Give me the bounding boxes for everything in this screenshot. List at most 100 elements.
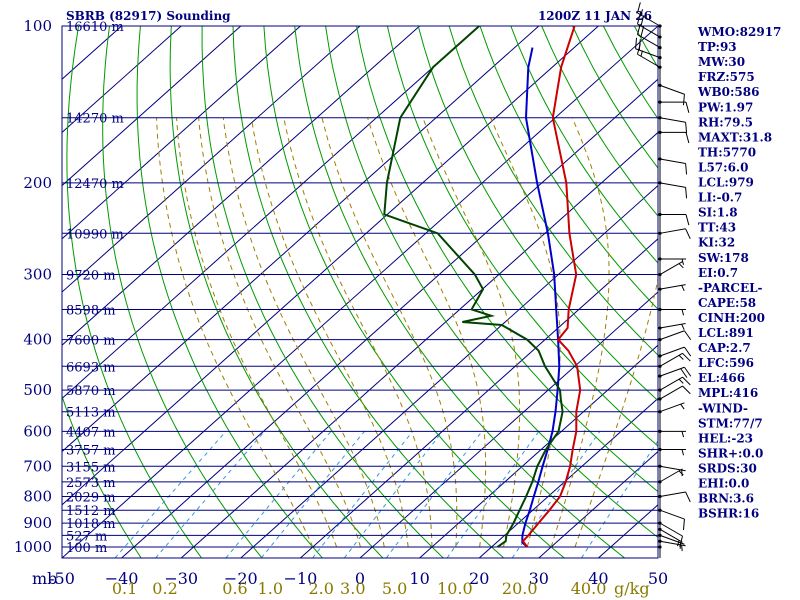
moist-adiabat-line [176, 117, 338, 548]
moist-adiabat-line [490, 117, 561, 548]
mixing-ratio-line [312, 431, 414, 558]
stat-line: PW:1.97 [698, 100, 753, 114]
parcel-trace [521, 47, 561, 548]
wind-barb-staff [659, 330, 685, 341]
stat-line: FRZ:575 [698, 70, 755, 84]
wind-barb-staff [659, 468, 683, 483]
height-tick-label: 2573 m [66, 476, 116, 491]
pressure-tick-label: 800 [23, 487, 52, 505]
mixing-ratio-unit-label: g/kg [614, 579, 650, 598]
stat-line: EL:466 [698, 371, 745, 385]
mixing-ratio-line [581, 440, 658, 558]
temperature-tick-label: −40 [105, 569, 139, 588]
stat-line: HEL:-23 [698, 431, 753, 445]
stat-line: -PARCEL- [698, 281, 763, 295]
height-tick-label: 2029 m [66, 490, 116, 505]
isotherm-line [538, 450, 658, 558]
height-tick-label: 5113 m [66, 406, 116, 421]
wind-barb-flag [685, 132, 690, 144]
dewpoint-trace [383, 26, 564, 548]
wind-barb-half-flag [678, 378, 684, 384]
dry-adiabat-line [417, 26, 658, 402]
dry-adiabat-line [789, 26, 800, 558]
wind-barb-flag [682, 352, 691, 362]
stat-line: BRN:3.6 [698, 492, 754, 506]
wind-barb-flag [637, 13, 641, 25]
height-tick-label: 7600 m [66, 334, 116, 349]
wind-barb-flag [682, 519, 685, 531]
temperature-tick-label: 50 [648, 569, 668, 588]
wind-barb-half-flag [681, 449, 685, 456]
wind-barb [658, 228, 691, 239]
wind-barb-staff [659, 366, 685, 377]
wind-barb-flag [685, 187, 688, 199]
wind-barb-staff [637, 12, 661, 27]
pressure-tick-label: 1000 [14, 538, 52, 556]
wind-barb-staff [637, 53, 661, 68]
wind-barbs [635, 2, 692, 558]
wind-barb-flag [682, 376, 691, 386]
wind-barb [658, 352, 691, 368]
mixing-ratio-line [446, 431, 540, 558]
wind-barb-half-flag [681, 324, 685, 330]
wind-barb-flag [682, 385, 691, 395]
wind-barb-flag [635, 37, 638, 49]
wind-barb [658, 346, 692, 358]
stat-line: TH:5770 [698, 145, 756, 159]
wind-barb-staff [659, 117, 686, 123]
moist-adiabat-line [198, 117, 361, 548]
height-tick-label: 1018 m [66, 517, 116, 532]
dry-adiabat-line [325, 26, 658, 539]
wind-barb-staff [659, 323, 686, 329]
height-tick-label: 14270 m [66, 112, 124, 127]
moist-adiabat-line [550, 117, 610, 548]
temperature-tick-label: 20 [469, 569, 489, 588]
pressure-tick-label: 300 [23, 266, 52, 284]
wind-barb-flag [679, 535, 683, 547]
height-tick-label: 8598 m [66, 303, 116, 318]
stat-line: SW:178 [698, 251, 749, 265]
stat-line: CINH:200 [698, 311, 765, 325]
mixing-ratio-tick-label: 3.0 [340, 579, 365, 598]
isotherm-line [62, 26, 301, 240]
wind-barb [658, 429, 686, 438]
isotherm-line [121, 78, 658, 558]
wind-barb-flag [637, 2, 641, 14]
stat-line: STM:77/7 [698, 416, 763, 430]
wind-barb-flag [638, 39, 641, 51]
wind-barb [658, 181, 688, 199]
dry-adiabat-line [169, 26, 384, 558]
moist-adiabat-line [283, 117, 433, 548]
height-tick-label: 4407 m [66, 425, 116, 440]
wind-barb-flag [685, 228, 691, 239]
stat-line: SHR+:0.0 [698, 446, 763, 460]
wind-barb-staff [659, 491, 686, 497]
wind-barb-flag [685, 491, 691, 503]
wind-barb-staff [659, 84, 685, 95]
temperature-tick-label: 0 [355, 569, 365, 588]
wind-barb-flag [685, 163, 688, 175]
wind-barb [637, 2, 662, 28]
wind-barb-half-flag [681, 285, 685, 291]
mixing-ratio-tick-label: 5.0 [382, 579, 407, 598]
wind-barb-staff [637, 23, 661, 38]
pressure-tick-labels: 100 200 300 400 500 600 700 800 900 1000 [14, 17, 52, 556]
isotherm-line [62, 26, 599, 506]
stat-line: CAP:2.7 [698, 341, 751, 355]
pressure-tick-label: 500 [23, 381, 52, 399]
mixing-ratio-line [155, 431, 265, 558]
mixing-ratio-tick-label: 40.0 [571, 579, 607, 598]
wind-barb-half-flag [678, 354, 684, 360]
isotherm-line [62, 26, 361, 293]
plot-frame [61, 25, 659, 559]
mixing-ratio-tick-label: 0.2 [152, 579, 177, 598]
moist-adiabat-line [156, 117, 314, 548]
wind-barb-staff [659, 540, 686, 547]
dry-adiabat-line [448, 26, 658, 356]
wind-barb-half-flag [681, 470, 683, 477]
wind-barb-half-flag [678, 263, 684, 269]
mixing-ratio-line [225, 431, 332, 558]
height-tick-label: 5870 m [66, 384, 116, 399]
profile-traces [383, 26, 582, 548]
mixing-ratio-line [343, 431, 443, 558]
